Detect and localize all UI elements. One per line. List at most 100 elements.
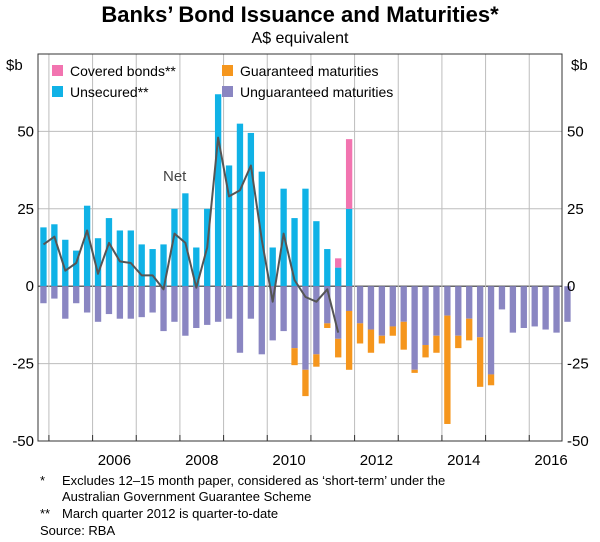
bar-unguaranteed — [411, 286, 418, 370]
bar-unguaranteed — [258, 286, 265, 355]
legend-swatch-unguaranteed — [222, 86, 233, 97]
bar-unsecured — [269, 247, 276, 287]
bar-unguaranteed — [433, 286, 440, 336]
y-tick-right-label: -50 — [567, 433, 589, 450]
bar-unsecured — [258, 171, 265, 287]
bar-unguaranteed — [171, 286, 178, 322]
bar-unsecured — [313, 221, 320, 287]
bar-guaranteed — [422, 345, 429, 358]
bar-guaranteed — [324, 323, 331, 328]
bar-guaranteed — [444, 315, 451, 424]
gridlines — [38, 54, 562, 441]
bar-guaranteed — [389, 326, 396, 336]
bar-unsecured — [225, 165, 233, 287]
bar-unguaranteed — [269, 286, 276, 341]
y-tick-left-label: 50 — [17, 123, 34, 140]
legend-swatch-covered — [52, 65, 63, 76]
bar-unguaranteed — [531, 286, 538, 327]
y-tick-right-label: -25 — [567, 356, 589, 373]
bar-guaranteed — [313, 354, 320, 367]
bar-unguaranteed — [105, 286, 113, 315]
bar-unguaranteed — [553, 286, 560, 333]
x-tick-label: 2012 — [360, 452, 393, 469]
bar-unsecured — [324, 249, 331, 287]
bar-unguaranteed — [247, 286, 255, 319]
bar-unguaranteed — [487, 286, 495, 375]
bar-unguaranteed — [564, 286, 571, 322]
bar-unsecured — [171, 208, 178, 287]
bar-guaranteed — [335, 338, 342, 358]
x-tick-label: 2010 — [272, 452, 305, 469]
y-tick-right-label: 25 — [567, 201, 584, 218]
x-tick-label: 2008 — [185, 452, 218, 469]
bar-guaranteed — [487, 374, 495, 386]
y-tick-right-label: 50 — [567, 123, 584, 140]
chart-title: Banks’ Bond Issuance and Maturities* — [101, 2, 499, 27]
bar-unsecured — [182, 193, 189, 287]
bar-guaranteed — [367, 329, 375, 353]
bar-unguaranteed — [236, 286, 244, 353]
bars — [40, 94, 571, 424]
bar-unsecured — [127, 230, 134, 287]
bar-unsecured — [83, 205, 91, 287]
bar-unsecured — [51, 224, 58, 287]
bar-guaranteed — [476, 337, 484, 387]
bar-unguaranteed — [509, 286, 517, 333]
bar-unguaranteed — [73, 286, 80, 304]
bar-unguaranteed — [280, 286, 287, 332]
bar-unguaranteed — [378, 286, 386, 336]
bar-unguaranteed — [149, 286, 156, 313]
bar-unguaranteed — [160, 286, 167, 332]
y-unit-left: $b — [6, 57, 23, 74]
bar-unsecured — [335, 267, 342, 287]
y-tick-left-label: -50 — [12, 433, 34, 450]
x-tick-label: 2016 — [534, 452, 567, 469]
bar-unsecured — [149, 249, 156, 287]
bar-covered — [345, 139, 353, 209]
bar-unsecured — [302, 188, 309, 287]
bar-unsecured — [236, 123, 244, 287]
legend-label-guaranteed: Guaranteed maturities — [240, 63, 379, 79]
bar-guaranteed — [291, 348, 298, 366]
bar-unguaranteed — [444, 286, 451, 316]
bar-unguaranteed — [204, 286, 211, 325]
bar-unsecured — [73, 250, 80, 287]
axis-ticks: 50 50 25 25 0 0 -25 -25 -50 -50 2006 2008 2010 2012 20… — [12, 123, 588, 469]
bar-unguaranteed — [291, 286, 298, 349]
bar-unguaranteed — [367, 286, 375, 330]
source-note: Source: RBA — [40, 523, 115, 538]
bar-unguaranteed — [51, 286, 58, 299]
bar-unguaranteed — [542, 286, 549, 330]
bar-unguaranteed — [400, 286, 407, 322]
x-tick-label: 2014 — [447, 452, 480, 469]
y-tick-right-label: 0 — [567, 278, 575, 295]
footnote-1-mark: * — [40, 473, 45, 488]
y-tick-left-label: 25 — [17, 201, 34, 218]
bar-guaranteed — [455, 335, 462, 349]
legend-swatch-guaranteed — [222, 65, 233, 76]
bar-unguaranteed — [214, 286, 222, 322]
bar-unguaranteed — [83, 286, 91, 313]
bar-covered — [335, 258, 342, 268]
bar-guaranteed — [356, 323, 364, 344]
bar-unsecured — [160, 244, 167, 287]
bar-unguaranteed — [94, 286, 102, 322]
bar-unsecured — [105, 218, 113, 287]
bar-unguaranteed — [455, 286, 462, 336]
bar-unguaranteed — [116, 286, 124, 319]
bar-unsecured — [62, 239, 69, 287]
bar-unguaranteed — [62, 286, 69, 319]
footnote-2-mark: ** — [40, 506, 50, 521]
bar-unguaranteed — [324, 286, 331, 324]
bar-unguaranteed — [520, 286, 527, 328]
bar-guaranteed — [378, 335, 386, 344]
y-unit-right: $b — [571, 57, 588, 74]
bar-unsecured — [214, 94, 222, 287]
net-line — [42, 136, 340, 333]
bar-unsecured — [94, 238, 102, 287]
legend-label-unguaranteed: Unguaranteed maturities — [240, 84, 393, 100]
plot-frame — [37, 53, 563, 442]
bar-guaranteed — [400, 321, 407, 350]
x-tick-label: 2006 — [98, 452, 131, 469]
net-line-group — [42, 136, 340, 333]
